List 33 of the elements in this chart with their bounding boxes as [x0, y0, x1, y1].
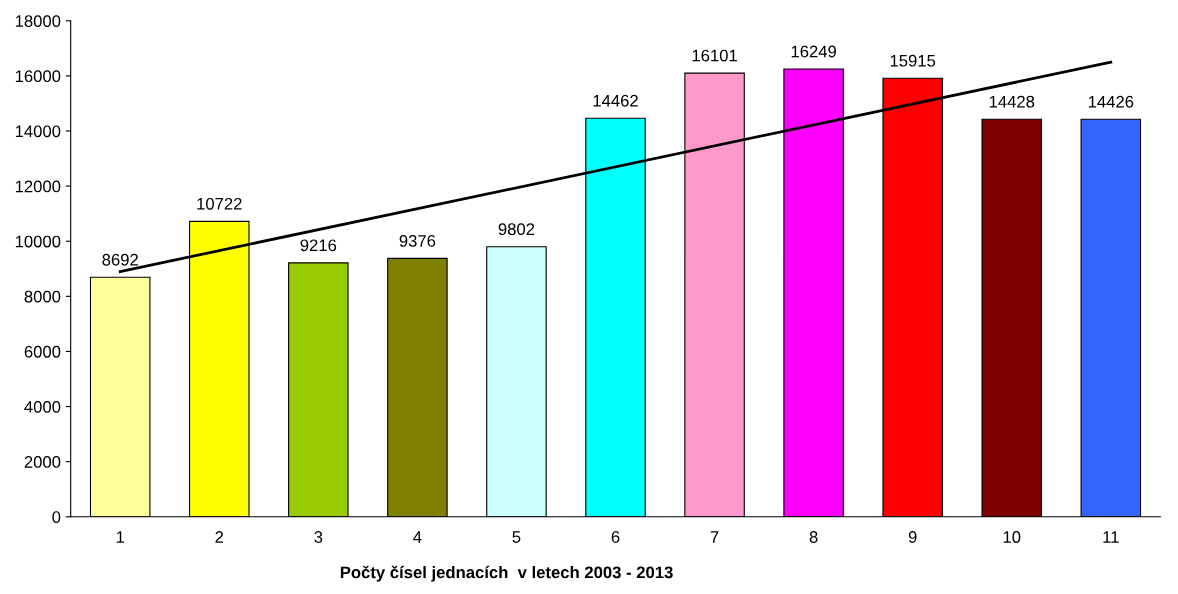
x-tick-label: 1 — [116, 531, 125, 543]
data-label: 9802 — [498, 223, 535, 236]
x-tick-label: 9 — [908, 531, 917, 543]
y-tick-label: 8000 — [24, 290, 61, 303]
data-label: 9376 — [399, 234, 436, 247]
x-tick-label: 10 — [1003, 531, 1021, 543]
data-label: 9216 — [300, 239, 337, 252]
y-tick-label: 2000 — [24, 456, 61, 468]
data-label: 14426 — [1088, 95, 1134, 108]
data-label: 15915 — [890, 54, 936, 67]
x-tick-label: 11 — [1103, 531, 1119, 543]
y-tick-label: 12000 — [15, 180, 61, 193]
x-tick-label: 4 — [413, 531, 422, 543]
y-tick-label: 14000 — [15, 125, 61, 138]
y-tick-label: 18000 — [15, 15, 61, 27]
x-tick-label: 8 — [809, 531, 818, 543]
x-axis-title: Počty čísel jednacích v letech 2003 - 2013 — [340, 565, 673, 582]
x-tick-label: 3 — [314, 531, 323, 543]
data-label: 8692 — [102, 253, 138, 266]
y-tick-label: 6000 — [24, 345, 61, 358]
x-tick-label: 5 — [512, 531, 521, 543]
data-label: 14462 — [593, 94, 638, 107]
y-tick-label: 0 — [52, 511, 61, 523]
x-tick-label: 6 — [611, 531, 620, 543]
y-tick-label: 10000 — [15, 235, 61, 248]
y-tick-label: 16000 — [15, 70, 61, 83]
y-tick-label: 4000 — [24, 400, 61, 413]
data-label: 14428 — [989, 95, 1035, 108]
data-label: 16249 — [791, 45, 837, 58]
data-label: 16101 — [692, 49, 737, 62]
x-tick-label: 2 — [215, 531, 224, 543]
x-tick-label: 7 — [710, 531, 719, 543]
data-label: 10722 — [197, 197, 242, 210]
